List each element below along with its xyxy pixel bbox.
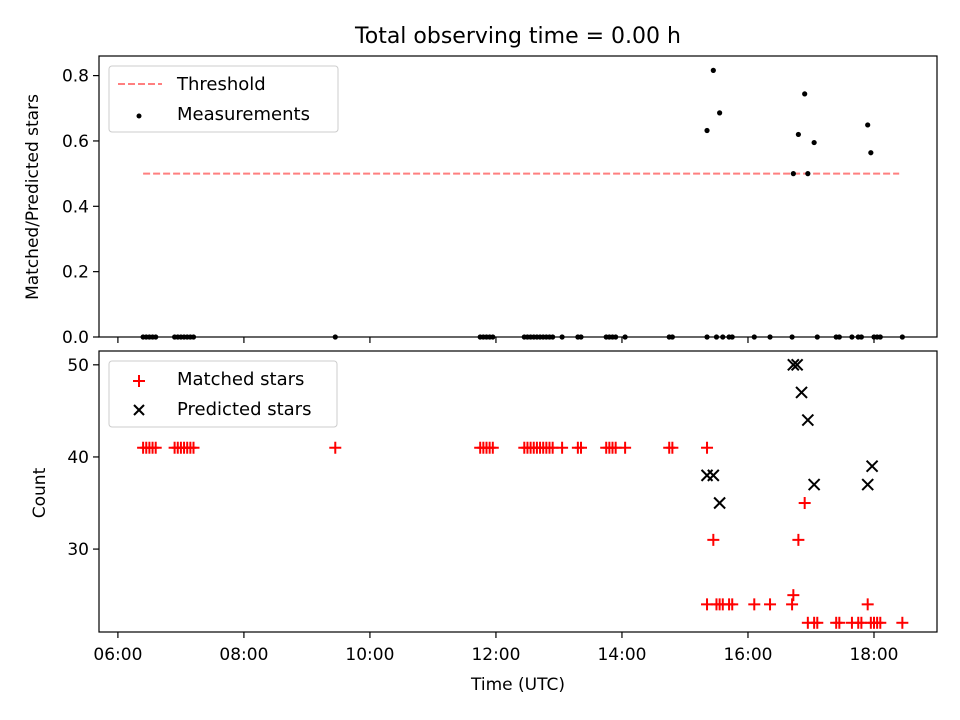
predicted-stars-point [790,358,804,372]
y-tick-label: 0.2 [62,263,89,283]
matched-stars-point [748,598,761,611]
count-legend: Matched stars Predicted stars [108,360,338,428]
matched-stars-point [833,616,846,629]
matched-stars-point [792,533,805,546]
count-y-ticks: 30 40 50 [67,356,99,560]
matched-stars-point [786,598,799,611]
x-tick-label: 16:00 [723,645,772,665]
x-tick-label: 08:00 [219,645,268,665]
measurements-point [805,171,811,177]
matched-stars-point [787,589,800,602]
predicted-stars-legend-label: Predicted stars [177,399,311,420]
measurements-point [795,131,801,138]
count-y-axis-label: Count [30,467,50,518]
measurements-point [811,139,817,146]
ratio-y-ticks: 0.0 0.2 0.4 0.6 0.8 [62,67,99,348]
y-tick-label: 0.8 [62,67,89,87]
matched-stars-point [149,441,162,454]
predicted-stars-point [861,478,874,491]
matched-stars-point [575,441,588,454]
matched-stars-point [701,441,714,454]
ratio-axes-frame [98,55,938,338]
ratio-legend: Threshold Measurements [108,65,339,133]
measurements-point [868,150,874,156]
measurements-point [704,127,710,134]
matched-stars-point [874,616,887,629]
matched-stars-point [798,497,811,510]
measurements-point [865,122,871,128]
matched-stars-point [896,616,909,629]
count-panel: 30 40 50 06:00 08:00 10:00 12:00 14:00 16:00 18:… [30,350,938,695]
x-tick-label: 14:00 [597,645,646,665]
y-tick-label: 40 [67,448,89,468]
threshold-legend-label: Threshold [176,74,266,95]
matched-stars-point [619,441,632,454]
count-x-ticks: 06:00 08:00 10:00 12:00 14:00 16:00 18:00 [93,632,898,665]
matched-stars-point [666,441,679,454]
predicted-stars-point [707,469,720,482]
y-tick-label: 0.4 [62,197,89,217]
count-plot-area [137,358,909,629]
matched-stars-point [764,598,777,611]
x-tick-label: 12:00 [471,645,520,665]
ratio-y-axis-label: Matched/Predicted stars [23,94,43,300]
count-legend-box [108,360,338,428]
predicted-stars-point [787,358,800,372]
matched-stars-point [861,598,874,611]
predicted-stars-point [713,496,726,510]
matched-stars-point [187,441,200,454]
count-axes-frame [98,350,938,633]
chart-title: Total observing time = 0.00 h [354,24,681,49]
matched-stars-legend-label: Matched stars [177,369,304,390]
ratio-panel: 0.00.20.40.60.8 Matched/Predicted stars … [23,55,938,348]
x-tick-label: 06:00 [93,645,142,665]
measurements-point [710,67,716,73]
predicted-stars-legend-swatch [133,404,145,416]
predicted-stars-point [865,459,879,473]
matched-stars-point [329,441,342,454]
y-tick-label: 0.6 [62,132,89,152]
predicted-stars-point [795,386,808,399]
y-tick-label: 30 [67,540,89,560]
measurements-point [802,91,808,97]
ratio-x-ticks [117,337,875,343]
measurements-legend-label: Measurements [177,104,310,125]
y-tick-label: 0.0 [62,328,89,348]
predicted-stars-point [807,478,821,491]
matched-stars-legend-swatch [133,375,145,387]
measurements-point [790,171,796,177]
measurements-point [717,110,723,116]
matched-stars-point [707,533,720,546]
ratio-legend-box [108,65,339,133]
predicted-stars-point [801,413,815,427]
measurements-legend-swatch [136,113,142,119]
y-tick-label: 50 [67,356,89,376]
matched-stars-point [486,441,499,454]
matched-stars-point [556,441,569,454]
x-tick-label: 10:00 [345,645,394,665]
matched-stars-point [726,598,739,611]
x-tick-label: 18:00 [849,645,898,665]
matched-stars-point [811,616,824,629]
count-x-axis-label: Time (UTC) [470,675,565,695]
